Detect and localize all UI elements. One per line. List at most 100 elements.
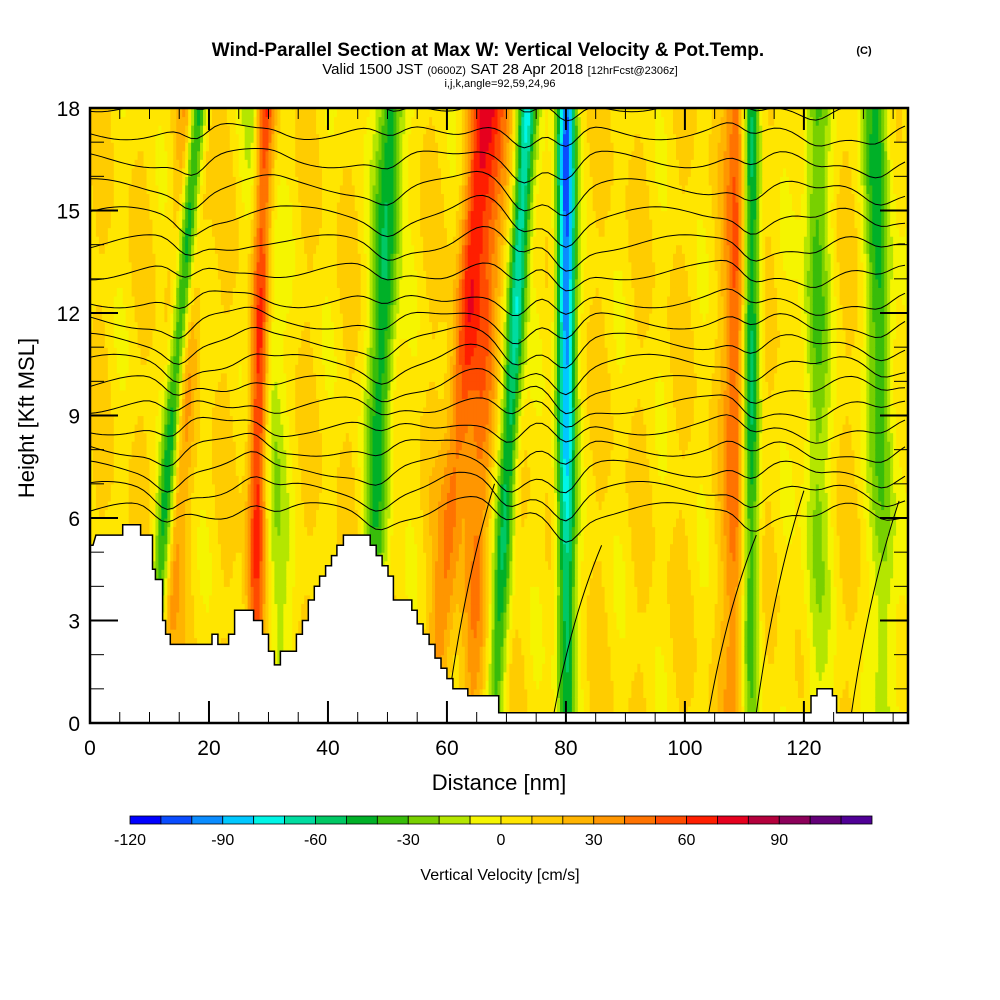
- field-cell: [176, 637, 180, 647]
- field-cell: [197, 415, 201, 425]
- field-cell: [179, 295, 183, 306]
- field-cell: [146, 167, 151, 177]
- field-cell: [90, 466, 94, 476]
- field-cell: [188, 338, 192, 348]
- field-cell: [167, 270, 171, 280]
- field-cell: [182, 193, 186, 203]
- field-cell: [146, 500, 151, 511]
- field-cell: [167, 193, 171, 203]
- field-cell: [265, 449, 270, 459]
- field-cell: [277, 116, 281, 126]
- field-cell: [286, 577, 290, 587]
- field-cell: [137, 398, 142, 408]
- field-cell: [134, 406, 139, 417]
- field-cell: [292, 458, 296, 468]
- field-cell: [217, 586, 222, 596]
- field-cell: [173, 475, 177, 485]
- field-cell: [134, 364, 139, 374]
- field-cell: [161, 449, 165, 459]
- field-cell: [256, 475, 261, 485]
- field-cell: [155, 287, 160, 297]
- field-cell: [229, 108, 234, 118]
- field-cell: [194, 321, 198, 331]
- field-cell: [244, 159, 249, 169]
- field-cell: [232, 338, 237, 348]
- field-cell: [90, 253, 94, 263]
- field-cell: [155, 338, 160, 348]
- field-cell: [241, 475, 246, 485]
- field-cell: [250, 150, 255, 160]
- field-cell: [137, 278, 142, 288]
- field-cell: [214, 620, 219, 630]
- field-cell: [158, 355, 162, 365]
- field-cell: [128, 432, 133, 442]
- field-cell: [229, 492, 234, 502]
- field-cell: [259, 330, 264, 340]
- field-cell: [253, 569, 258, 579]
- field-cell: [176, 142, 180, 152]
- field-cell: [238, 560, 243, 570]
- field-cell: [262, 569, 267, 579]
- field-cell: [283, 364, 287, 374]
- field-cell: [200, 236, 204, 246]
- field-cell: [113, 244, 118, 254]
- field-cell: [164, 295, 168, 306]
- field-cell: [277, 654, 281, 664]
- field-cell: [179, 176, 183, 186]
- field-cell: [146, 210, 151, 220]
- field-cell: [235, 116, 240, 126]
- field-cell: [173, 219, 177, 229]
- field-cell: [116, 295, 121, 306]
- field-cell: [116, 253, 121, 263]
- field-cell: [244, 492, 249, 502]
- field-cell: [292, 611, 296, 622]
- field-cell: [95, 116, 100, 126]
- field-cell: [214, 304, 219, 314]
- field-cell: [208, 176, 213, 186]
- field-cell: [170, 321, 174, 331]
- field-cell: [140, 483, 145, 493]
- field-cell: [265, 611, 270, 622]
- field-cell: [104, 526, 109, 536]
- field-cell: [191, 552, 195, 562]
- field-cell: [110, 398, 115, 408]
- field-cell: [152, 500, 157, 511]
- field-cell: [200, 313, 204, 323]
- field-cell: [95, 244, 100, 254]
- field-cell: [90, 244, 94, 254]
- field-cell: [253, 338, 258, 348]
- field-cell: [235, 167, 240, 177]
- field-cell: [289, 364, 293, 374]
- field-cell: [211, 253, 216, 263]
- field-cell: [128, 295, 133, 306]
- field-cell: [152, 398, 157, 408]
- field-cell: [197, 389, 201, 400]
- field-cell: [92, 458, 97, 468]
- field-cell: [188, 167, 192, 177]
- field-cell: [244, 253, 249, 263]
- field-cell: [232, 552, 237, 562]
- field-cell: [155, 133, 160, 143]
- field-cell: [232, 108, 237, 118]
- field-cell: [203, 620, 207, 630]
- field-cell: [122, 193, 127, 203]
- field-cell: [125, 509, 130, 519]
- field-cell: [286, 261, 290, 271]
- field-cell: [265, 159, 270, 169]
- field-cell: [211, 125, 216, 135]
- field-cell: [128, 509, 133, 519]
- field-cell: [143, 364, 148, 374]
- field-cell: [98, 313, 103, 323]
- field-cell: [211, 500, 216, 511]
- field-cell: [125, 219, 130, 229]
- field-cell: [182, 355, 186, 365]
- field-cell: [274, 210, 278, 220]
- field-cell: [161, 518, 165, 528]
- field-cell: [268, 441, 273, 451]
- field-cell: [286, 526, 290, 536]
- field-cell: [232, 125, 237, 135]
- field-cell: [161, 347, 165, 357]
- field-cell: [170, 526, 174, 536]
- field-cell: [194, 415, 198, 425]
- field-cell: [137, 287, 142, 297]
